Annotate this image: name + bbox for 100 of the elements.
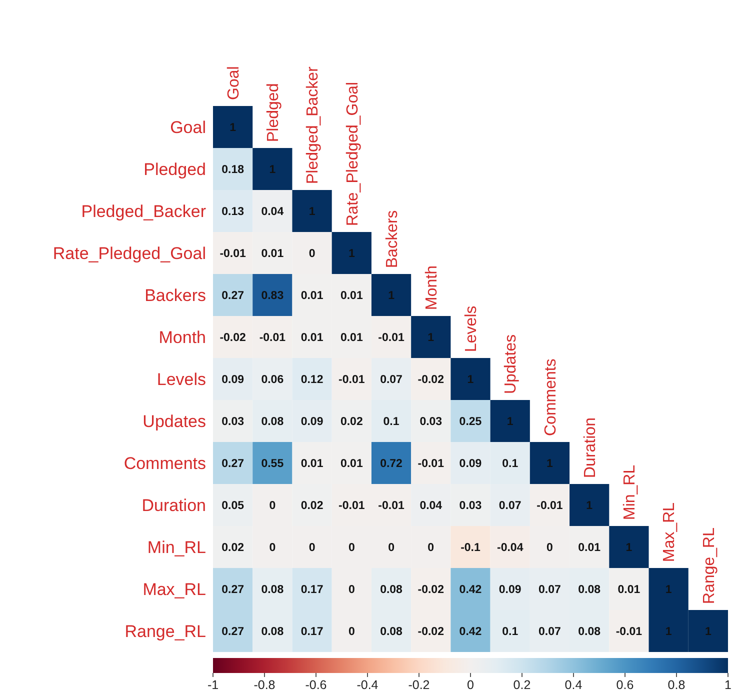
data-label: 0.42 <box>459 626 482 638</box>
color-bar-label: 0.4 <box>564 678 582 692</box>
data-label: 1 <box>626 542 633 554</box>
data-label: 0.09 <box>222 374 244 386</box>
data-label: 0.27 <box>222 290 244 302</box>
data-label: 0.08 <box>261 584 284 596</box>
data-label: 0.02 <box>340 416 363 428</box>
color-bar-label: -1 <box>207 678 219 692</box>
data-label: 0.09 <box>300 416 324 428</box>
color-bar-label: 0 <box>467 678 474 692</box>
y-tick-label: Max_RL <box>142 580 206 599</box>
data-label: 0.02 <box>300 500 324 512</box>
data-label: -0.01 <box>259 332 286 344</box>
color-bar-label: 1 <box>724 678 732 692</box>
data-label: 0.13 <box>222 206 244 218</box>
data-label: 0.07 <box>538 584 561 596</box>
data-label: 1 <box>467 374 474 386</box>
data-label: 1 <box>348 248 356 260</box>
data-label: 0.03 <box>420 416 442 428</box>
data-label: 0.08 <box>578 626 602 638</box>
color-bar-label: -0.2 <box>408 678 430 692</box>
color-bar-label: -0.4 <box>356 678 378 692</box>
y-tick-label: Rate_Pledged_Goal <box>52 244 206 263</box>
data-label: 0.01 <box>578 542 602 554</box>
data-label: 0 <box>388 542 394 554</box>
data-label: -0.01 <box>338 374 366 386</box>
y-tick-label: Backers <box>144 286 206 305</box>
data-label: 0.01 <box>340 332 364 344</box>
data-label: 1 <box>546 458 554 470</box>
data-label: 0.27 <box>222 626 244 638</box>
data-label: 1 <box>586 500 594 512</box>
data-label: -0.01 <box>418 458 445 470</box>
data-label: -0.02 <box>418 374 444 386</box>
data-label: 0 <box>348 626 355 638</box>
data-label: 0.12 <box>300 374 324 386</box>
data-label: 0.07 <box>498 500 522 512</box>
data-label: 0.08 <box>261 626 284 638</box>
data-label: 0.27 <box>222 584 244 596</box>
y-tick-label: Pledged <box>144 160 206 179</box>
data-label: 0.01 <box>261 248 284 260</box>
data-label: 0.42 <box>459 584 482 596</box>
data-label: -0.01 <box>220 248 247 260</box>
x-tick-label: Rate_Pledged_Goal <box>344 82 362 226</box>
data-label: 0.55 <box>261 458 284 470</box>
data-label: 0.01 <box>300 332 324 344</box>
data-label: 0.83 <box>261 290 284 302</box>
data-label: 0.01 <box>300 290 324 302</box>
data-label: 1 <box>230 122 237 134</box>
data-label: 0.1 <box>502 458 519 470</box>
data-label: 0.02 <box>222 542 244 554</box>
y-tick-label: Range_RL <box>124 622 206 641</box>
color-bar-label: 0.2 <box>513 678 531 692</box>
data-label: 0.01 <box>340 458 364 470</box>
data-label: 1 <box>428 332 435 344</box>
x-tick-label: Updates <box>502 334 520 394</box>
data-label: -0.01 <box>616 626 643 638</box>
data-label: 0.07 <box>380 374 402 386</box>
data-label: 0 <box>348 542 355 554</box>
data-label: 0.17 <box>300 584 324 596</box>
data-label: 0.04 <box>420 500 443 512</box>
data-label: 0.06 <box>261 374 284 386</box>
data-label: 0 <box>308 542 316 554</box>
data-label: -0.02 <box>220 332 246 344</box>
data-label: 1 <box>665 626 672 638</box>
data-label: 0 <box>348 584 355 596</box>
data-label: 0.25 <box>459 416 482 428</box>
data-label: -0.01 <box>378 332 405 344</box>
color-bar-label: -0.6 <box>305 678 327 692</box>
data-label: 0.08 <box>578 584 602 596</box>
data-label: -0.02 <box>418 584 444 596</box>
data-label: 0.09 <box>498 584 522 596</box>
data-label: 0.18 <box>222 164 245 176</box>
data-label: 1 <box>308 206 316 218</box>
data-label: 0.27 <box>222 458 244 470</box>
data-label: 0.03 <box>222 416 244 428</box>
data-label: 0.1 <box>502 626 519 638</box>
data-label: 0.08 <box>380 584 404 596</box>
data-label: -0.01 <box>378 500 405 512</box>
data-label: 0.72 <box>380 458 402 470</box>
data-label: 0.01 <box>340 290 364 302</box>
data-label: 0.08 <box>380 626 404 638</box>
data-label: 0.17 <box>300 626 324 638</box>
data-label: 1 <box>269 164 276 176</box>
data-label: 0.07 <box>538 626 561 638</box>
data-label: 0 <box>428 542 434 554</box>
data-label: -0.04 <box>497 542 524 554</box>
data-label: 0.08 <box>261 416 284 428</box>
data-label: 1 <box>388 290 396 302</box>
data-label: 0.01 <box>618 584 641 596</box>
x-tick-label: Pledged <box>265 83 282 142</box>
data-label: -0.01 <box>338 500 366 512</box>
data-label: -0.1 <box>460 542 482 554</box>
data-label: 0 <box>269 542 276 554</box>
data-label: 1 <box>704 626 712 638</box>
data-label: 0.09 <box>459 458 482 470</box>
data-label: 1 <box>665 584 672 596</box>
data-label: 0 <box>546 542 553 554</box>
x-tick-label: Goal <box>225 66 242 100</box>
data-label: 1 <box>506 416 514 428</box>
data-label: 0.01 <box>300 458 324 470</box>
